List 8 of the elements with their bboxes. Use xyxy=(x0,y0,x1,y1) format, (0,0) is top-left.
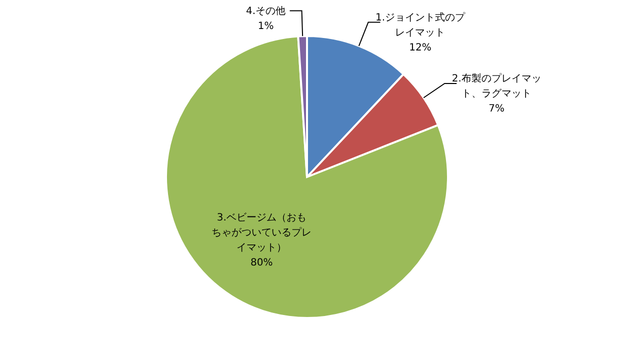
data-label: 12% xyxy=(409,42,432,54)
data-label: 7% xyxy=(488,103,505,114)
slice-label: 1.ジョイント式のプレイマット xyxy=(375,11,466,38)
slice-label: 2.布製のプレイマット、ラグマット xyxy=(452,72,542,100)
slice-label: 3.ベビージム（おもちゃがついているプレイマット） xyxy=(212,212,312,254)
data-label: 1% xyxy=(258,21,274,32)
data-label: 80% xyxy=(250,257,273,268)
slice-label: 4.その他 xyxy=(246,5,286,17)
